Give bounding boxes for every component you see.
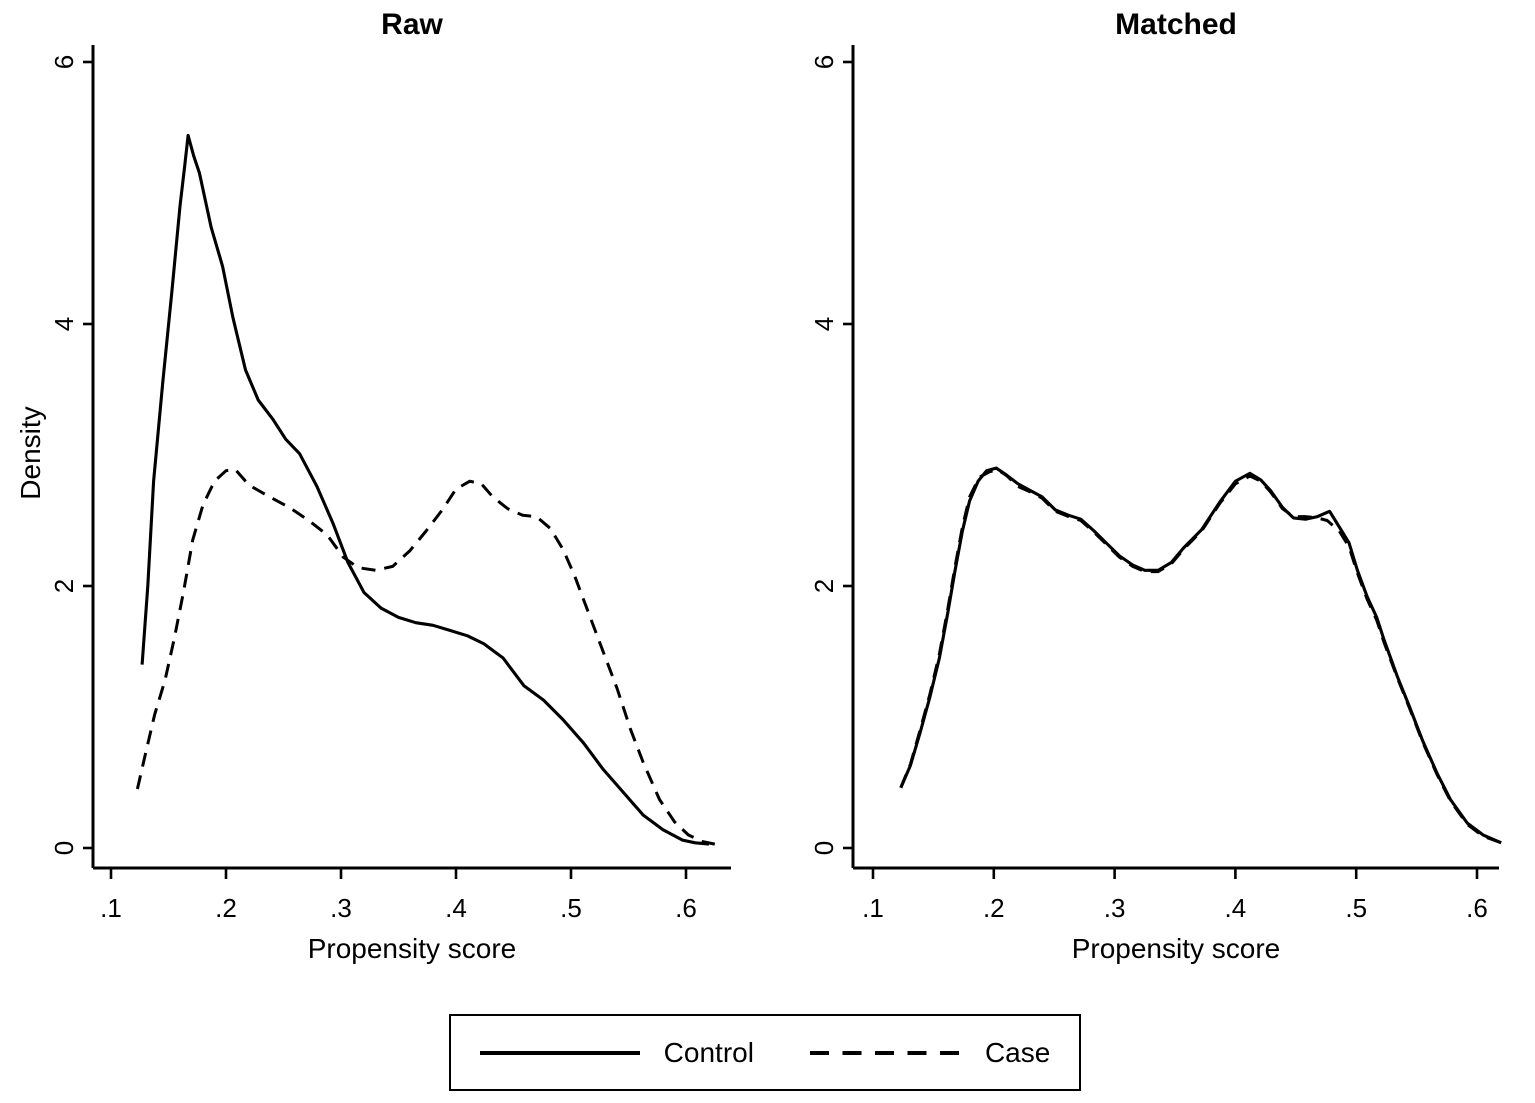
x-tick-label: .1: [862, 893, 884, 923]
y-tick-label: 2: [809, 579, 839, 593]
matched-case-curve: [899, 467, 1502, 845]
raw-y-ticks: 0 2 4 6: [49, 55, 93, 855]
raw-case-curve: [135, 467, 716, 846]
raw-y-axis-label: Density: [15, 406, 46, 499]
legend: Control Case: [449, 1014, 1081, 1091]
matched-x-ticks: .1 .2 .3 .4 .5 .6: [862, 868, 1488, 923]
y-tick-label: 0: [49, 841, 79, 855]
legend-item-case: Case: [809, 1036, 1051, 1069]
x-tick-label: .2: [983, 893, 1005, 923]
y-tick-label: 2: [49, 579, 79, 593]
panel-matched-title: Matched: [1115, 8, 1237, 41]
matched-y-ticks: 0 2 4 6: [809, 55, 853, 855]
control-line-sample-icon: [479, 1050, 640, 1055]
x-tick-label: .6: [675, 893, 697, 923]
y-tick-label: 6: [809, 55, 839, 69]
raw-control-curve: [140, 133, 710, 846]
x-tick-label: .3: [330, 893, 352, 923]
matched-control-curve: [899, 466, 1502, 845]
x-tick-label: .3: [1104, 893, 1126, 923]
case-line-sample-icon: [809, 1050, 961, 1055]
raw-x-axis-label: Propensity score: [308, 933, 517, 964]
y-tick-label: 0: [809, 841, 839, 855]
x-tick-label: .4: [1225, 893, 1247, 923]
x-tick-label: .4: [445, 893, 467, 923]
x-tick-label: .6: [1466, 893, 1488, 923]
panel-matched: Matched 0 2 4 6 .1 .2 .3 .4 .5 .6 Propensity sco…: [809, 8, 1502, 964]
matched-x-axis-label: Propensity score: [1072, 933, 1281, 964]
legend-item-control: Control: [479, 1036, 754, 1069]
raw-x-ticks: .1 .2 .3 .4 .5 .6: [100, 868, 697, 923]
y-tick-label: 4: [809, 317, 839, 331]
x-tick-label: .1: [100, 893, 122, 923]
panel-raw: Raw 0 2 4 6 .1 .2 .3 .4 .5 .6 Density Propensity…: [15, 8, 731, 964]
x-tick-label: .5: [560, 893, 582, 923]
legend-label-control: Control: [663, 1036, 754, 1068]
y-tick-label: 4: [49, 317, 79, 331]
legend-label-case: Case: [984, 1036, 1051, 1068]
panel-raw-title: Raw: [381, 8, 443, 41]
x-tick-label: .2: [215, 893, 237, 923]
x-tick-label: .5: [1345, 893, 1367, 923]
y-tick-label: 6: [49, 55, 79, 69]
